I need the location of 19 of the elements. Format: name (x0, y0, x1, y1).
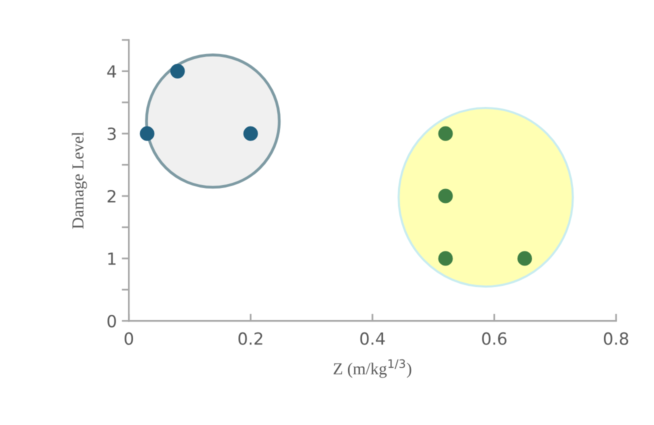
y-tick-label: 4 (107, 65, 116, 78)
point (438, 188, 453, 204)
x-tick-label: 0.2 (238, 332, 262, 345)
y-axis-title: Damage Level (72, 132, 87, 229)
y-tick-label: 0 (108, 314, 116, 328)
x-tick-label: 0.8 (604, 332, 628, 345)
x-tick-label: 0.6 (482, 332, 506, 345)
point (438, 126, 453, 141)
point (517, 251, 532, 266)
point (438, 251, 453, 266)
x-tick-label: 0 (124, 332, 134, 345)
x-tick-label: 0.4 (360, 332, 385, 345)
point (170, 64, 185, 78)
y-tick-label: 2 (108, 190, 116, 202)
point (243, 126, 258, 141)
x-axis-title: Z (m/kg$^{1/3}$) (334, 359, 412, 378)
y-tick-label: 1 (108, 252, 116, 265)
point (140, 126, 154, 141)
y-tick-label: 3 (108, 128, 116, 140)
